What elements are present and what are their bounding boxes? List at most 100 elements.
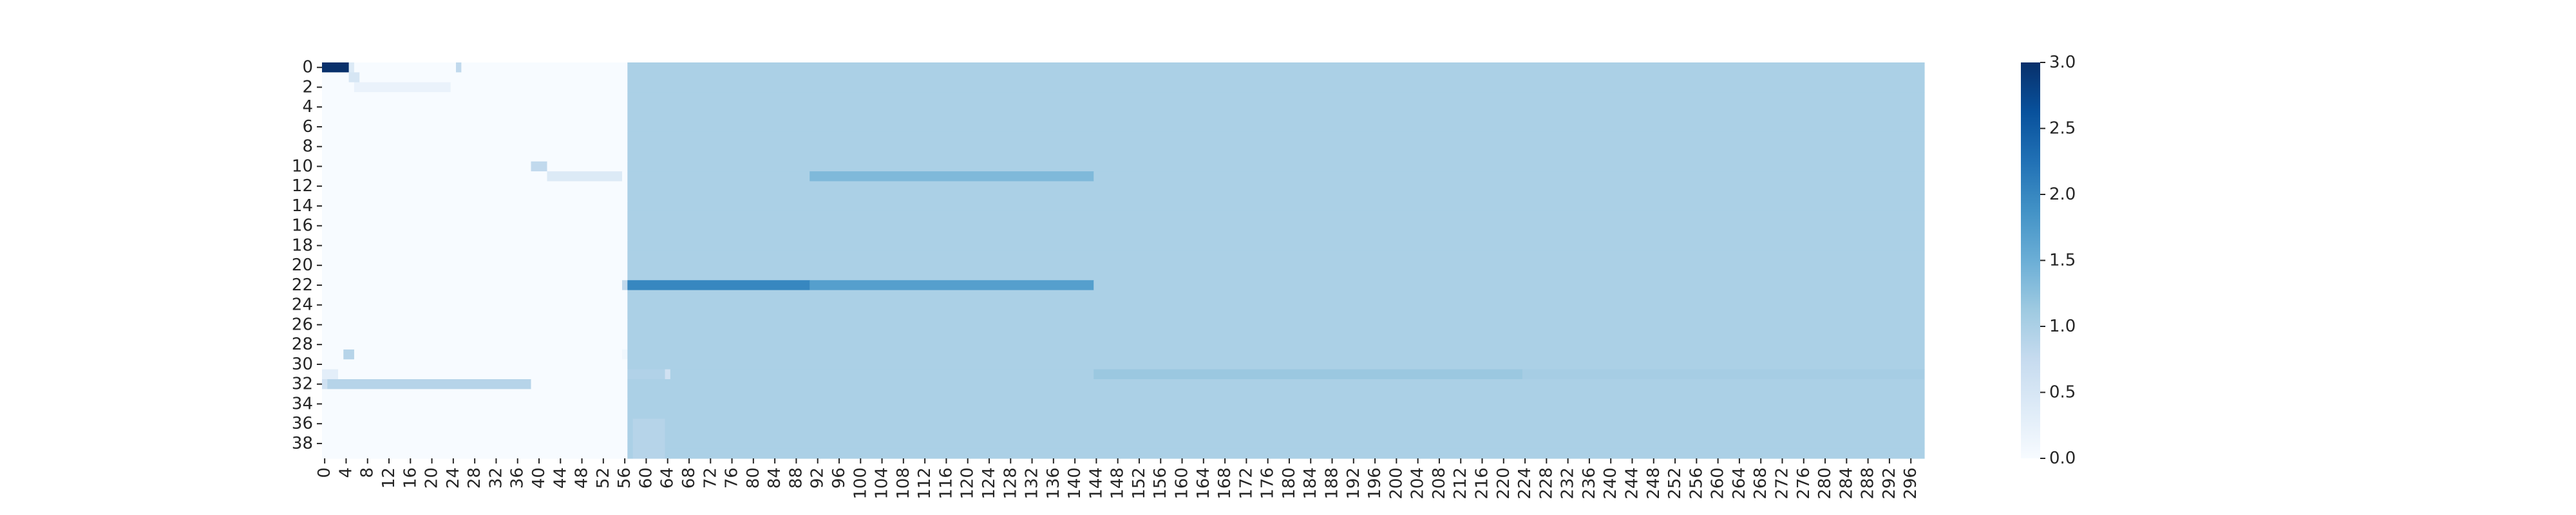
x-tick-label: 28 <box>465 467 484 489</box>
heatmap-cell <box>547 171 623 182</box>
x-tick-label: 260 <box>1709 467 1728 500</box>
heatmap-cell <box>665 418 1925 429</box>
heatmap-cell <box>348 72 360 83</box>
heatmap-cell <box>665 369 671 380</box>
heatmap-cell <box>665 428 1925 439</box>
heatmap-cell <box>627 369 666 380</box>
x-tick-label: 152 <box>1130 467 1149 500</box>
heatmap-cell <box>322 221 628 231</box>
heatmap-cell <box>627 310 1925 321</box>
heatmap-cell <box>322 260 628 271</box>
heatmap-cell <box>322 82 355 93</box>
x-tick-label: 276 <box>1794 467 1814 500</box>
heatmap-cell <box>627 330 1925 341</box>
y-tick-label: 24 <box>292 295 313 315</box>
heatmap-cell <box>627 111 1925 122</box>
x-tick-label: 60 <box>636 467 656 489</box>
x-tick-label: 240 <box>1601 467 1620 500</box>
heatmap-cell <box>627 339 1925 350</box>
x-tick-label: 264 <box>1730 467 1749 500</box>
heatmap-cell <box>627 131 1925 142</box>
heatmap-cell <box>322 111 628 122</box>
x-tick-label: 92 <box>808 467 828 489</box>
heatmap-cell <box>627 122 1925 133</box>
heatmap-cell <box>627 201 1925 212</box>
x-tick-label: 272 <box>1772 467 1792 500</box>
x-tick-label: 172 <box>1236 467 1256 500</box>
heatmap-cell <box>348 62 355 73</box>
x-tick-label: 124 <box>980 467 999 500</box>
heatmap-cell <box>322 72 350 83</box>
y-tick-label: 4 <box>302 97 313 117</box>
heatmap-cell <box>322 310 628 321</box>
heatmap-cell <box>322 369 339 380</box>
x-tick-label: 268 <box>1751 467 1770 500</box>
heatmap-cell <box>322 409 628 420</box>
y-tick-label: 22 <box>292 276 313 295</box>
x-tick-label: 192 <box>1344 467 1363 500</box>
heatmap-cell <box>354 349 623 360</box>
heatmap-cell <box>322 379 328 389</box>
heatmap-cell <box>810 171 1094 182</box>
colorbar-tick-label: 1.5 <box>2049 251 2076 270</box>
heatmap-cell <box>531 161 548 172</box>
heatmap-cell <box>322 230 628 241</box>
x-tick-label: 112 <box>915 467 934 500</box>
heatmap-cell <box>322 102 628 113</box>
heatmap-cell <box>337 369 628 380</box>
x-tick-label: 56 <box>615 467 634 489</box>
heatmap-cell <box>627 181 1925 192</box>
x-tick-label: 32 <box>486 467 506 489</box>
x-tick-label: 204 <box>1408 467 1428 500</box>
heatmap-cell <box>322 398 628 409</box>
heatmap-cell <box>322 418 628 429</box>
x-tick-label: 104 <box>873 467 892 500</box>
x-tick-label: 284 <box>1837 467 1856 500</box>
heatmap-cell <box>322 62 350 73</box>
heatmap-cell <box>621 280 628 291</box>
heatmap-cell <box>531 379 628 389</box>
heatmap-cell <box>322 438 628 449</box>
x-tick-label: 168 <box>1215 467 1235 500</box>
x-tick-label: 148 <box>1108 467 1128 500</box>
y-tick-label: 26 <box>292 315 313 334</box>
x-tick-label: 156 <box>1151 467 1170 500</box>
heatmap-cell <box>354 62 457 73</box>
heatmap-cell <box>627 102 1925 113</box>
heatmap-cell <box>627 161 1925 172</box>
x-tick-label: 288 <box>1859 467 1878 500</box>
heatmap-cell <box>670 369 1094 380</box>
x-tick-label: 248 <box>1644 467 1663 500</box>
x-tick-label: 72 <box>701 467 720 489</box>
x-tick-label: 196 <box>1365 467 1385 500</box>
x-tick-label: 136 <box>1044 467 1063 500</box>
heatmap-cell <box>627 438 634 449</box>
x-tick-label: 0 <box>315 467 334 478</box>
heatmap-cell <box>1522 369 1925 380</box>
heatmap-cell <box>627 359 1925 370</box>
heatmap-cell <box>632 428 666 439</box>
x-tick-label: 200 <box>1387 467 1406 500</box>
heatmap-cell <box>354 82 451 93</box>
x-tick-label: 220 <box>1494 467 1513 500</box>
x-tick-label: 116 <box>936 467 956 500</box>
y-tick-label: 38 <box>292 434 313 453</box>
heatmap-cell <box>627 290 1925 301</box>
x-tick-label: 4 <box>336 467 355 478</box>
y-tick-label: 8 <box>302 137 313 156</box>
heatmap-cell <box>627 62 1925 73</box>
x-tick-label: 64 <box>658 467 677 489</box>
heatmap-cell <box>322 270 628 281</box>
colorbar-tick-label: 0.5 <box>2049 383 2076 402</box>
x-tick-label: 244 <box>1623 467 1642 500</box>
heatmap-cell <box>632 418 666 429</box>
heatmap-cell <box>627 398 1925 409</box>
x-tick-label: 120 <box>958 467 978 500</box>
colorbar-gradient <box>2021 62 2040 458</box>
heatmap-cell <box>322 122 628 133</box>
x-tick-label: 20 <box>422 467 442 489</box>
x-tick-label: 52 <box>594 467 613 489</box>
heatmap-cell <box>627 211 1925 221</box>
x-tick-label: 184 <box>1301 467 1320 500</box>
x-tick-label: 12 <box>379 467 399 489</box>
